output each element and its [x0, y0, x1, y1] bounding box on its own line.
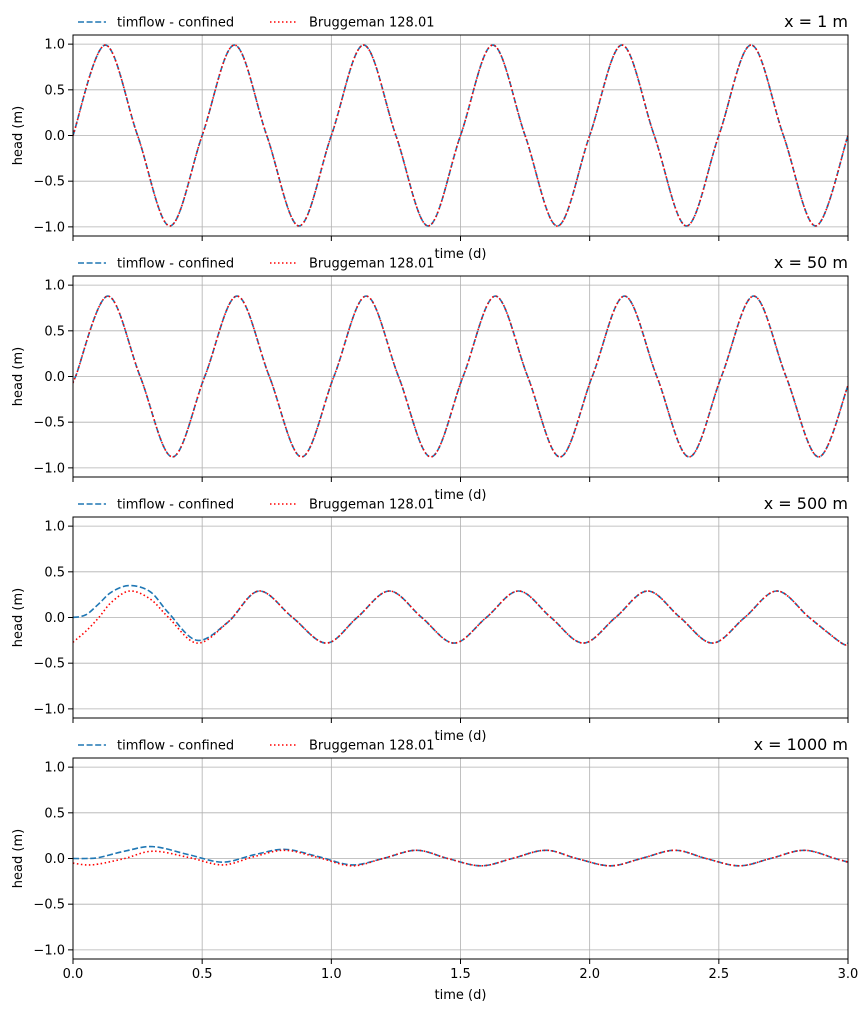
panel-title: x = 1000 m — [754, 735, 848, 754]
y-tick-label: 0.5 — [44, 565, 65, 580]
x-axis-label: time (d) — [435, 488, 487, 503]
panel-2: −1.0 −0.5 0.0 0.5 1.0 time (d) head (m) x = 50 … — [11, 253, 849, 503]
legend-entry: timflow - confined — [117, 498, 234, 513]
series-line-bruggeman — [73, 295, 848, 458]
x-tick-label: 2.5 — [708, 967, 729, 982]
y-axis-label: head (m) — [11, 106, 26, 165]
y-tick-label: 1.0 — [44, 761, 65, 776]
legend-entry: Bruggeman 128.01 — [309, 16, 435, 31]
y-tick-label: 1.0 — [44, 38, 65, 53]
y-tick-label: 0.5 — [44, 806, 65, 821]
series-line-bruggeman — [73, 590, 848, 646]
x-tick-label: 1.5 — [450, 967, 471, 982]
legend-entry: timflow - confined — [117, 257, 234, 272]
series-line-bruggeman — [73, 849, 848, 867]
panel-3: −1.0 −0.5 0.0 0.5 1.0 time (d) head (m) x = 500… — [11, 494, 849, 744]
y-axis-label: head (m) — [11, 829, 26, 888]
panel-title: x = 500 m — [764, 494, 848, 513]
legend-entry: Bruggeman 128.01 — [309, 739, 435, 754]
legend-entry: timflow - confined — [117, 16, 234, 31]
y-tick-label: −1.0 — [33, 220, 65, 235]
y-tick-label: −0.5 — [33, 898, 65, 913]
legend-entry: Bruggeman 128.01 — [309, 498, 435, 513]
y-tick-label: −1.0 — [33, 943, 65, 958]
panel-title: x = 50 m — [774, 253, 848, 272]
panel-4: 0.0 0.5 1.0 1.5 2.0 2.5 3.0 −1.0 −0.5 0.0 0.5 1.0 ti… — [11, 735, 858, 1003]
y-tick-label: 0.0 — [44, 129, 65, 144]
y-tick-label: 0.0 — [44, 611, 65, 626]
y-tick-label: 0.5 — [44, 324, 65, 339]
y-tick-label: 1.0 — [44, 520, 65, 535]
x-tick-label: 3.0 — [838, 967, 859, 982]
x-tick-label: 2.0 — [579, 967, 600, 982]
x-tick-label: 0.0 — [63, 967, 84, 982]
x-axis-label: time (d) — [435, 729, 487, 744]
legend-entry: timflow - confined — [117, 739, 234, 754]
x-axis-label: time (d) — [435, 988, 487, 1003]
y-tick-label: −0.5 — [33, 657, 65, 672]
legend: timflow - confined Bruggeman 128.01 — [78, 16, 435, 31]
y-tick-label: 0.0 — [44, 370, 65, 385]
y-tick-label: −1.0 — [33, 461, 65, 476]
legend-entry: Bruggeman 128.01 — [309, 257, 435, 272]
y-tick-label: −0.5 — [33, 416, 65, 431]
panel-title: x = 1 m — [784, 12, 848, 31]
y-axis-label: head (m) — [11, 347, 26, 406]
y-tick-label: 0.0 — [44, 852, 65, 867]
x-tick-label: 1.0 — [321, 967, 342, 982]
x-tick-label: 0.5 — [192, 967, 213, 982]
y-tick-label: −1.0 — [33, 702, 65, 717]
y-axis-label: head (m) — [11, 588, 26, 647]
legend: timflow - confined Bruggeman 128.01 — [78, 739, 435, 754]
x-axis-label: time (d) — [435, 247, 487, 262]
legend: timflow - confined Bruggeman 128.01 — [78, 257, 435, 272]
series-line-bruggeman — [73, 44, 848, 227]
panel-1: −1.0 −0.5 0.0 0.5 1.0 time (d) head (m) x = 1 m… — [11, 12, 849, 262]
y-tick-label: 1.0 — [44, 279, 65, 294]
y-tick-label: 0.5 — [44, 83, 65, 98]
y-tick-label: −0.5 — [33, 175, 65, 190]
legend: timflow - confined Bruggeman 128.01 — [78, 498, 435, 513]
